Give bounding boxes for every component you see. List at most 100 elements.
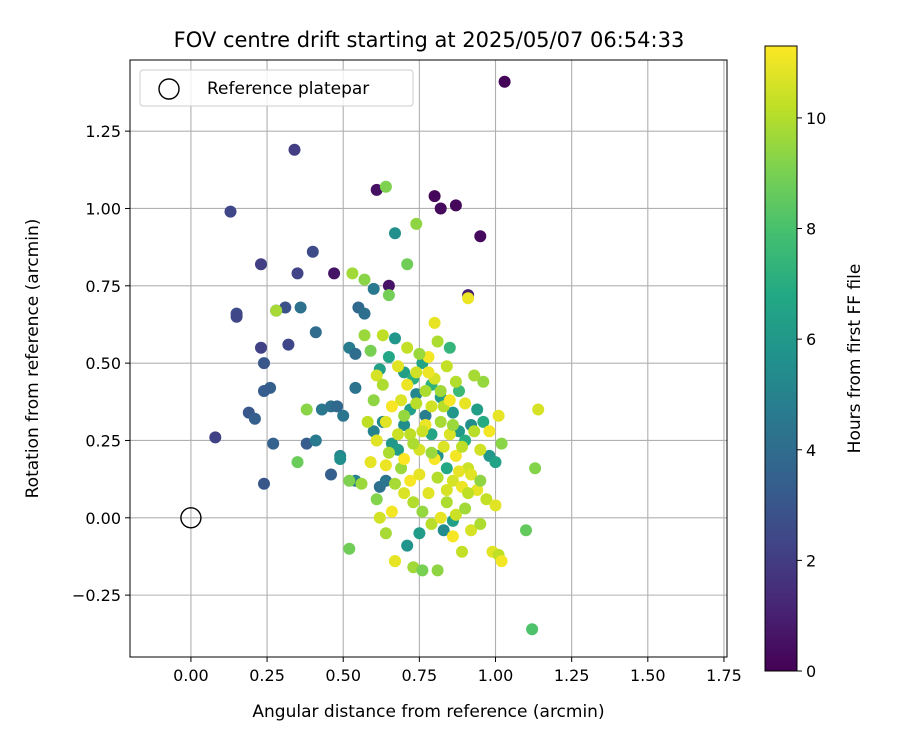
- scatter-point: [382, 446, 395, 459]
- colorbar-tick-label: 2: [806, 551, 816, 570]
- scatter-point: [459, 502, 472, 515]
- scatter-point: [407, 561, 420, 574]
- scatter-point: [422, 366, 435, 379]
- scatter-point: [449, 449, 462, 462]
- scatter-point: [255, 341, 267, 354]
- scatter-point: [291, 267, 304, 280]
- scatter-point: [343, 474, 356, 487]
- scatter-point: [395, 394, 408, 407]
- scatter-point: [349, 347, 362, 360]
- scatter-point: [477, 375, 490, 388]
- scatter-point: [376, 378, 389, 391]
- scatter-point: [474, 230, 487, 243]
- scatter-point: [306, 245, 319, 258]
- scatter-point: [370, 493, 383, 506]
- scatter-point: [346, 267, 359, 280]
- x-tick-label: 0.00: [173, 666, 209, 685]
- scatter-point: [358, 273, 371, 286]
- plot-area: 0.00 0.25 0.50 0.75 1.00 1.25 1.50 1.75 −0.25 0.0…: [72, 59, 742, 685]
- scatter-point: [379, 180, 392, 193]
- scatter-point: [376, 329, 389, 342]
- x-tick-label: 1.50: [630, 666, 666, 685]
- colorbar-label: Hours from first FF file: [845, 264, 865, 454]
- scatter-point: [443, 394, 456, 407]
- scatter-point: [328, 267, 341, 280]
- colorbar-tick-label: 0: [806, 662, 816, 681]
- scatter-point: [309, 326, 322, 339]
- scatter-point: [291, 456, 304, 469]
- scatter-point: [392, 443, 404, 456]
- scatter-point: [440, 462, 453, 475]
- scatter-point: [446, 406, 459, 419]
- scatter-point: [407, 496, 420, 509]
- scatter-point: [279, 301, 292, 314]
- scatter-point: [449, 375, 462, 388]
- plot-frame: [129, 59, 728, 658]
- y-tick-label: 0.75: [85, 277, 121, 296]
- scatter-point: [449, 199, 462, 212]
- y-tick-label: 0.25: [85, 431, 121, 450]
- scatter-point: [532, 403, 545, 416]
- scatter-point: [462, 487, 475, 500]
- scatter-point: [255, 258, 267, 271]
- scatter-point: [419, 409, 432, 422]
- colorbar-gradient: [764, 45, 798, 672]
- x-tick-label: 0.75: [402, 666, 438, 685]
- y-tick-label: 0.00: [85, 509, 121, 528]
- scatter-point: [270, 304, 283, 317]
- scatter-point: [431, 564, 444, 577]
- grid-layer: [130, 60, 727, 657]
- scatter-point: [434, 415, 447, 428]
- colorbar-tick-label: 4: [806, 441, 816, 460]
- x-tick-label: 0.50: [325, 666, 361, 685]
- scatter-point: [456, 440, 468, 453]
- scatter-point: [367, 394, 380, 407]
- scatter-point: [474, 518, 487, 530]
- scatter-point: [258, 477, 270, 490]
- scatter-point: [495, 555, 508, 568]
- scatter-point: [282, 338, 295, 351]
- scatter-point: [437, 440, 450, 453]
- x-tick-label: 1.25: [554, 666, 590, 685]
- legend-label-reference: Reference platepar: [207, 79, 369, 99]
- scatter-point: [471, 484, 484, 496]
- scatter-point: [431, 335, 444, 348]
- scatter-point: [468, 369, 481, 382]
- scatter-point: [385, 505, 398, 518]
- scatter-point: [315, 403, 328, 416]
- colorbar-tick-label: 6: [806, 330, 816, 349]
- scatter-point: [404, 428, 417, 441]
- scatter-point: [446, 530, 459, 543]
- legend-marker-reference: [158, 78, 180, 100]
- scatter-point: [413, 527, 426, 540]
- scatter-point: [358, 307, 371, 320]
- scatter-point: [334, 453, 347, 465]
- scatter-point: [428, 190, 441, 203]
- scatter-point: [358, 329, 371, 342]
- scatter-point: [401, 378, 414, 391]
- scatter-point: [489, 456, 502, 469]
- scatter-point: [392, 428, 404, 441]
- scatter-point: [492, 409, 505, 422]
- x-axis-label: Angular distance from reference (arcmin): [252, 702, 604, 722]
- scatter-point: [413, 468, 426, 481]
- scatter-point: [389, 477, 401, 490]
- scatter-point: [434, 385, 447, 397]
- scatter-point: [325, 468, 337, 481]
- scatter-point: [474, 474, 487, 487]
- scatter-point: [209, 431, 222, 444]
- scatter-point: [446, 474, 459, 487]
- scatter-point: [370, 434, 383, 447]
- colorbar: 0 2 4 6 8 10 Hours from first FF file: [764, 45, 865, 681]
- scatter-point: [446, 419, 459, 431]
- scatter-point: [267, 437, 280, 450]
- scatter-point: [258, 385, 270, 397]
- scatter-point: [404, 474, 417, 487]
- scatter-point: [431, 471, 444, 484]
- scatter-point: [389, 332, 401, 345]
- scatter-point: [468, 425, 481, 438]
- scatter-point: [477, 415, 490, 428]
- scatter-point: [382, 279, 395, 292]
- scatter-point: [456, 545, 468, 558]
- x-tick-label: 1.75: [706, 666, 742, 685]
